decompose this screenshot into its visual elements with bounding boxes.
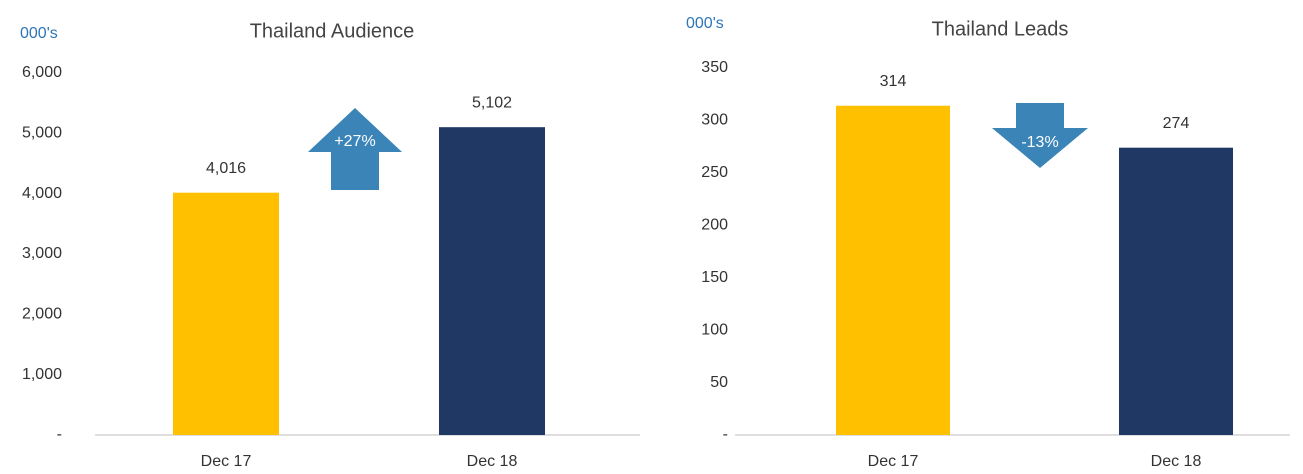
y-tick-label: 1,000: [22, 366, 62, 383]
y-tick-label: 250: [701, 164, 728, 181]
y-tick-label: 50: [710, 374, 728, 391]
y-tick-label: -: [57, 426, 62, 443]
value-label: 314: [880, 73, 907, 90]
y-tick-label: 4,000: [22, 185, 62, 202]
change-label: -13%: [1021, 134, 1058, 151]
bar: [173, 192, 279, 435]
value-label: 5,102: [472, 94, 512, 111]
y-tick-label: 200: [701, 217, 728, 234]
y-tick-label: 3,000: [22, 245, 62, 262]
value-label: 4,016: [206, 160, 246, 177]
chart-title: Thailand Leads: [932, 18, 1069, 40]
unit-label: 000's: [686, 15, 724, 32]
bar: [836, 105, 950, 436]
y-tick-label: 300: [701, 112, 728, 129]
x-tick-label: Dec 17: [201, 453, 252, 470]
change-arrow: [308, 108, 402, 190]
y-tick-label: 5,000: [22, 125, 62, 142]
bar: [439, 127, 545, 436]
unit-label: 000's: [20, 25, 58, 42]
change-label: +27%: [334, 133, 375, 150]
x-tick-label: Dec 18: [467, 453, 518, 470]
value-label: 274: [1163, 115, 1190, 132]
y-tick-label: 350: [701, 59, 728, 76]
y-tick-label: 6,000: [22, 64, 62, 81]
change-arrow: [992, 103, 1088, 168]
y-tick-label: 100: [701, 321, 728, 338]
x-tick-label: Dec 17: [868, 453, 919, 470]
x-tick-label: Dec 18: [1151, 453, 1202, 470]
y-tick-label: -: [723, 426, 728, 443]
y-tick-label: 2,000: [22, 306, 62, 323]
y-tick-label: 150: [701, 269, 728, 286]
bar: [1119, 147, 1233, 436]
chart-title: Thailand Audience: [250, 20, 415, 42]
